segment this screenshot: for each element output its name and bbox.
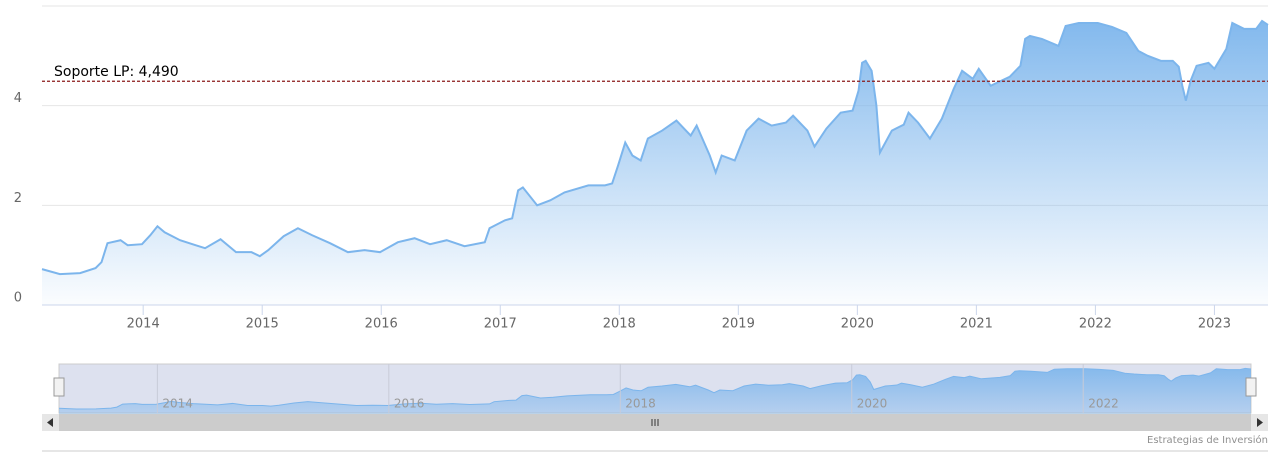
x-tick-label: 2017	[484, 317, 517, 332]
navigator-line	[58, 367, 1252, 410]
navigator-tick-label: 2018	[625, 397, 656, 411]
credit: Estrategias de Inversión	[1147, 434, 1268, 446]
arrow-right	[1257, 418, 1263, 427]
x-tick-label: 2014	[127, 317, 160, 332]
navigator: 2014 2016 2018 2020 2022	[58, 364, 1252, 414]
support-label: Soporte LP: 4,490	[54, 64, 179, 80]
y-tick-label: 0	[14, 291, 22, 306]
navigator-tick-label: 2016	[394, 397, 425, 411]
navigator-tick-label: 2014	[162, 397, 193, 411]
price-line	[41, 19, 1269, 276]
x-tick-label: 2022	[1079, 317, 1112, 332]
y-tick-label: 2	[14, 191, 22, 206]
navigator-tick-label: 2022	[1088, 397, 1119, 411]
navigator-handle[interactable]	[53, 377, 65, 397]
y-tick-label: 4	[14, 91, 22, 106]
navigator-area	[59, 368, 1251, 414]
x-tick-label: 2023	[1198, 317, 1231, 332]
arrow-left	[47, 418, 53, 427]
x-tick-label: 2019	[722, 317, 755, 332]
navigator-handle[interactable]	[1245, 377, 1257, 397]
x-tick-label: 2021	[960, 317, 993, 332]
x-tick-label: 2015	[246, 317, 279, 332]
navigator-tick-label: 2020	[857, 397, 888, 411]
x-tick-label: 2016	[365, 317, 398, 332]
x-tick-label: 2020	[841, 317, 874, 332]
scrollbar-grip	[651, 419, 659, 426]
area-fill	[42, 20, 1268, 305]
main-plot: 0 2 4 2014 2015 2016 2017 2018 2019 2020 2021 2022 2…	[14, 19, 1269, 332]
x-tick-label: 2018	[603, 317, 636, 332]
